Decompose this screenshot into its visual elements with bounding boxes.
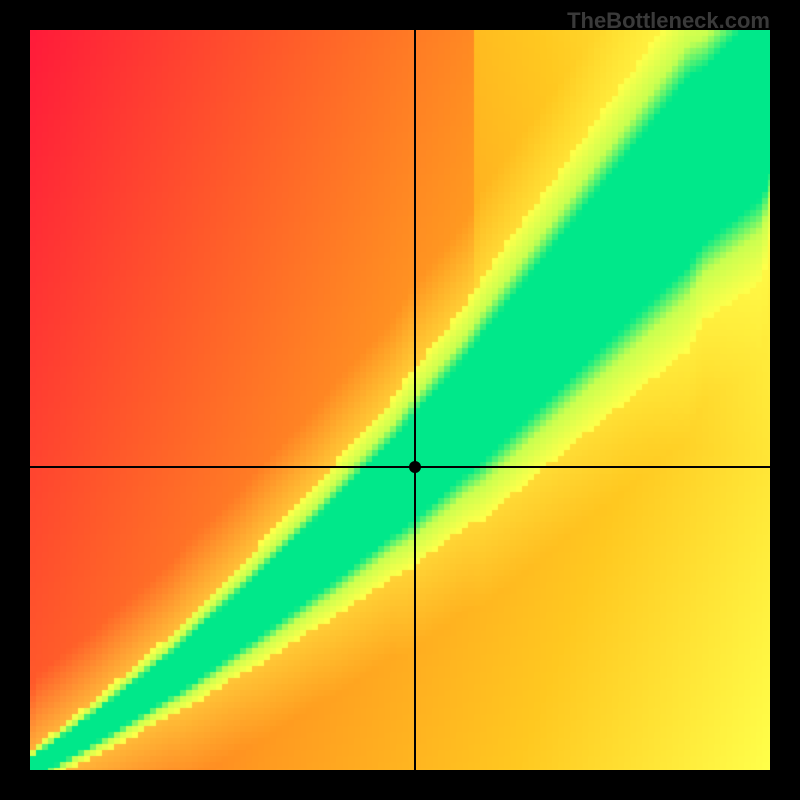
crosshair-marker — [409, 461, 421, 473]
heatmap-canvas — [30, 30, 770, 770]
watermark-text: TheBottleneck.com — [567, 8, 770, 34]
chart-container: TheBottleneck.com — [0, 0, 800, 800]
crosshair-horizontal — [30, 466, 770, 468]
plot-area — [30, 30, 770, 770]
crosshair-vertical — [414, 30, 416, 770]
